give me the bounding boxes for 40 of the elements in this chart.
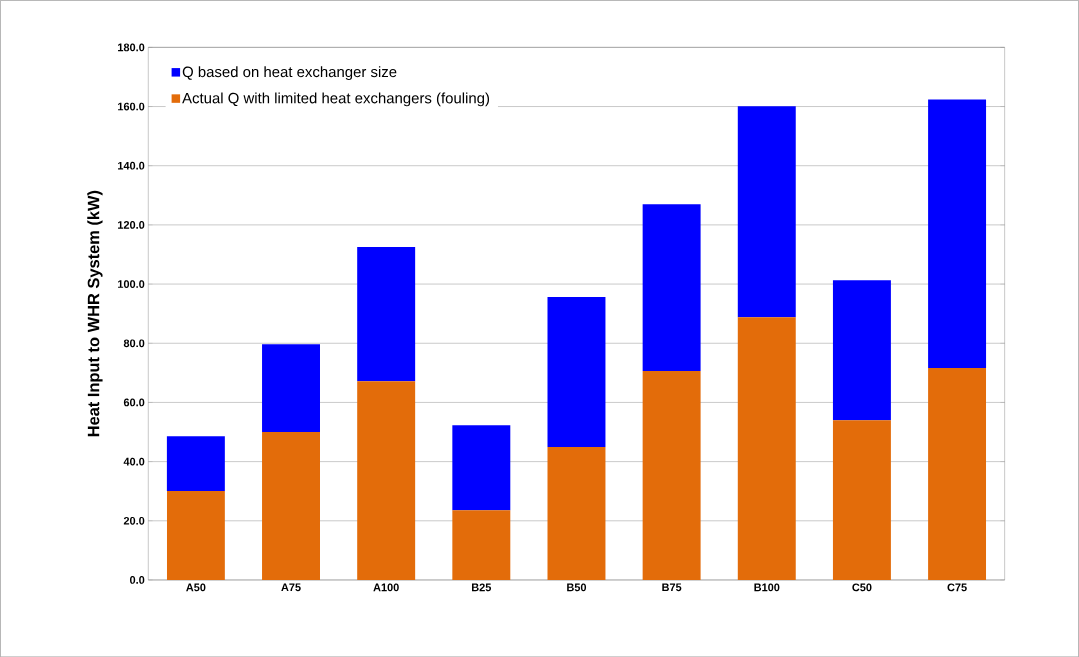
bar [166, 490, 225, 580]
y-axis-title: Heat Input to WHR System (kW) [87, 190, 103, 437]
bar [452, 509, 511, 580]
bar [642, 204, 701, 371]
bar [166, 436, 225, 491]
bar [357, 246, 416, 381]
x-tick-label: A75 [281, 583, 301, 591]
bar [928, 367, 987, 580]
y-tick-label: 100.0 [118, 280, 145, 288]
y-tick-label: 40.0 [123, 457, 145, 466]
y-tick-label: 20.0 [123, 516, 145, 525]
y-tick-label: 120.0 [118, 220, 145, 229]
bar [737, 106, 796, 318]
bar [832, 280, 891, 421]
bar [357, 380, 416, 580]
bar [642, 370, 701, 580]
x-tick-label: B50 [567, 583, 587, 592]
y-tick-label: 60.0 [123, 398, 145, 407]
x-tick-label: A100 [373, 583, 399, 592]
y-tick-label: 180.0 [118, 43, 145, 52]
bar [262, 431, 320, 580]
bar [547, 446, 606, 580]
x-tick-label: B75 [662, 583, 682, 591]
y-tick-label: 140.0 [118, 161, 145, 170]
legend-label: Q based on heat exchanger size [182, 66, 397, 80]
bar [262, 343, 320, 432]
x-tick-label: B25 [472, 583, 492, 592]
bar [737, 317, 796, 580]
x-tick-label: C75 [947, 583, 967, 592]
x-tick-label: A50 [186, 583, 206, 592]
bar [928, 99, 987, 368]
x-tick-label: B100 [754, 583, 780, 592]
bar [832, 420, 891, 580]
y-tick-label: 80.0 [123, 339, 145, 347]
bar [547, 296, 606, 447]
legend-label: Actual Q with limited heat exchangers (fouling) [182, 92, 490, 107]
y-tick-label: 0.0 [129, 575, 145, 584]
bar [452, 425, 511, 510]
x-tick-label: C50 [852, 583, 872, 592]
y-tick-label: 160.0 [118, 102, 145, 111]
